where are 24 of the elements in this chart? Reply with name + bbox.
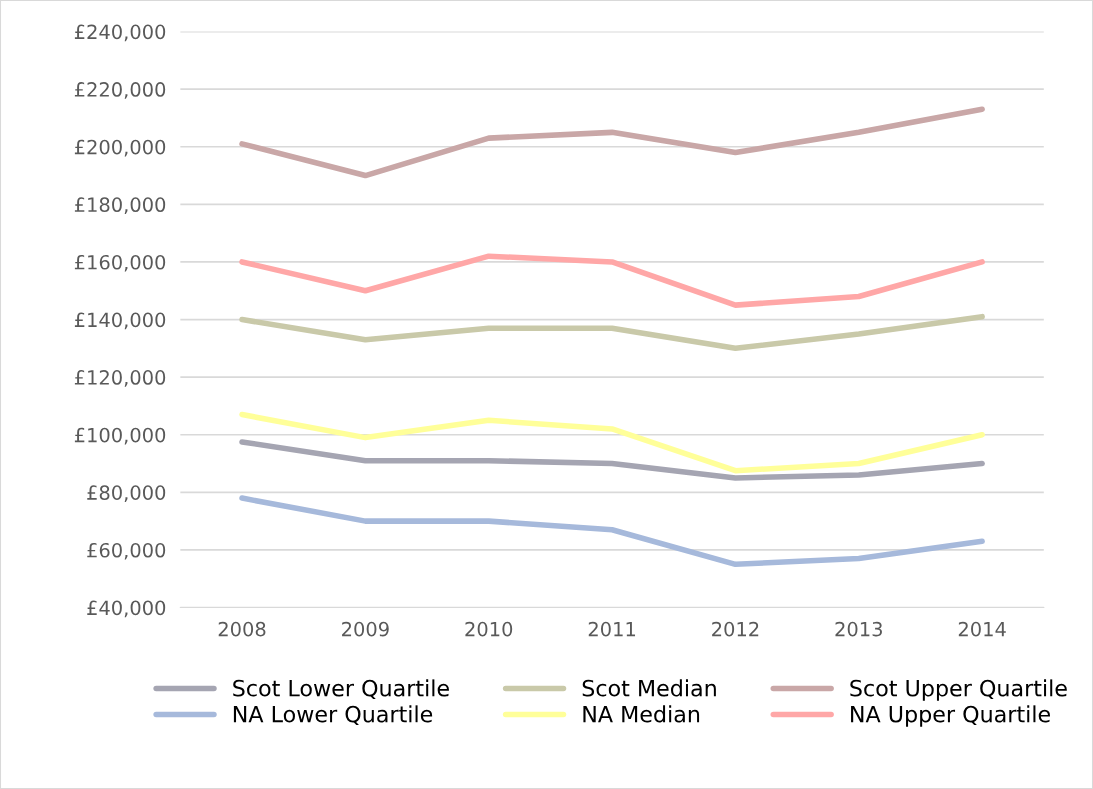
- y-tick-label: £180,000: [74, 197, 166, 214]
- x-tick-label: 2014: [958, 621, 1006, 637]
- y-tick-label: £200,000: [74, 139, 166, 157]
- y-tick-label: £160,000: [74, 254, 166, 272]
- y-tick-label: £80,000: [87, 485, 166, 502]
- x-tick-label: 2012: [712, 621, 759, 637]
- y-tick-label: £240,000: [74, 24, 166, 42]
- legend-label: Scot Median: [582, 679, 716, 697]
- legend-label: NA Upper Quartile: [851, 705, 1050, 727]
- x-tick-label: 2008: [218, 621, 266, 637]
- legend-label: NA Median: [583, 705, 700, 723]
- y-tick-label: £40,000: [87, 600, 166, 618]
- legend-label: Scot Upper Quartile: [850, 679, 1067, 701]
- y-tick-label: £140,000: [74, 312, 166, 330]
- legend-label: NA Lower Quartile: [233, 705, 433, 726]
- x-tick-label: 2010: [465, 621, 513, 637]
- y-tick-label: £100,000: [74, 427, 166, 445]
- legend-label: Scot Lower Quartile: [233, 679, 449, 700]
- y-tick-label: £220,000: [74, 82, 166, 99]
- y-tick-label: £120,000: [74, 370, 166, 387]
- x-tick-label: 2011: [588, 621, 636, 637]
- y-tick-label: £60,000: [87, 542, 166, 560]
- x-tick-label: 2013: [835, 621, 882, 637]
- x-tick-label: 2009: [342, 621, 389, 637]
